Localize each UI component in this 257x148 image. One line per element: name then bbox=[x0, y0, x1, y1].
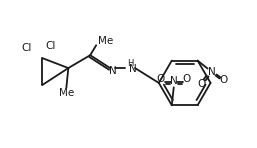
Text: N: N bbox=[170, 76, 178, 86]
Text: O: O bbox=[157, 74, 165, 85]
Text: O: O bbox=[197, 79, 206, 89]
Text: Me: Me bbox=[98, 36, 113, 46]
Text: O: O bbox=[182, 74, 191, 85]
Text: Cl: Cl bbox=[21, 43, 32, 53]
Text: N: N bbox=[208, 67, 215, 78]
Text: N: N bbox=[129, 64, 137, 74]
Text: Me: Me bbox=[59, 88, 74, 98]
Text: N: N bbox=[109, 66, 117, 76]
Text: Cl: Cl bbox=[45, 41, 56, 51]
Text: H: H bbox=[127, 59, 133, 68]
Text: O: O bbox=[219, 75, 228, 85]
